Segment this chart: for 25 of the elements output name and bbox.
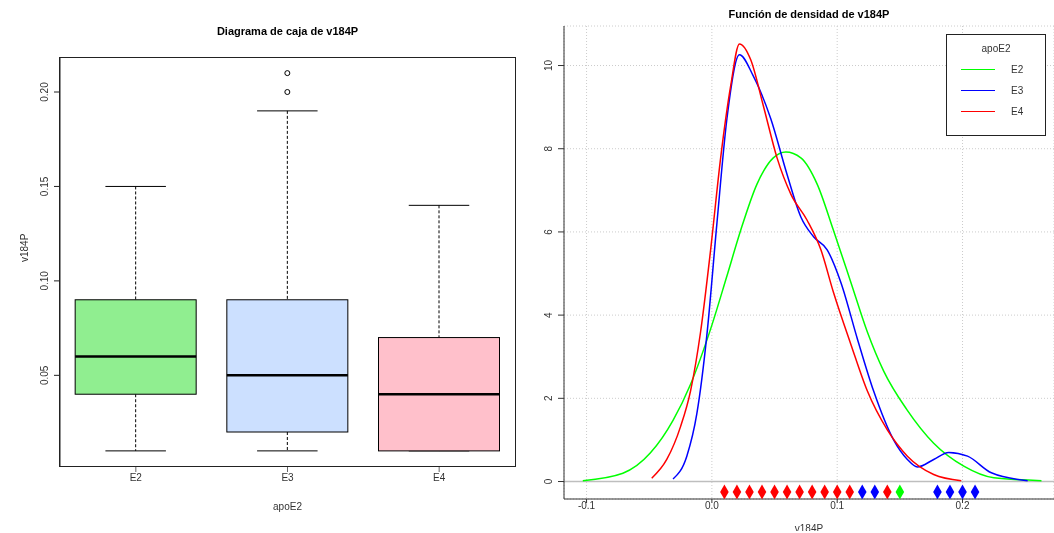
x-tick-label: E3 <box>281 472 295 484</box>
x-tick-label: 0.2 <box>955 500 970 512</box>
x-tick-label: 0.0 <box>704 500 720 512</box>
y-axis-title: v184P <box>18 233 30 262</box>
x-tick-label: E2 <box>129 472 143 484</box>
y-tick-label: 8 <box>543 145 554 152</box>
y-tick-label: 0.05 <box>39 365 50 386</box>
x-axis-title: apoE2 <box>273 501 303 512</box>
y-tick-label: 2 <box>543 395 554 402</box>
x-tick-label: 0.1 <box>830 500 845 512</box>
y-tick-label: 0.15 <box>39 176 50 197</box>
legend-label: E2 <box>1011 64 1024 75</box>
y-tick-label: 4 <box>543 311 554 318</box>
y-tick-label: 0.10 <box>39 270 50 291</box>
legend-label: E3 <box>1011 85 1024 96</box>
x-tick-label: -0.1 <box>577 500 596 512</box>
y-tick-label: 6 <box>543 228 554 235</box>
chart-title: Función de densidad de v184P <box>727 8 891 20</box>
x-tick-label: E4 <box>433 472 446 484</box>
legend-title: apoE2 <box>980 43 1012 54</box>
y-tick-label: 0 <box>543 478 554 485</box>
legend-label: E4 <box>1011 106 1024 117</box>
chart-title: Diagrama de caja de v184P <box>215 25 360 37</box>
y-tick-label: 0.20 <box>39 81 50 102</box>
y-tick-label: 10 <box>543 59 554 72</box>
